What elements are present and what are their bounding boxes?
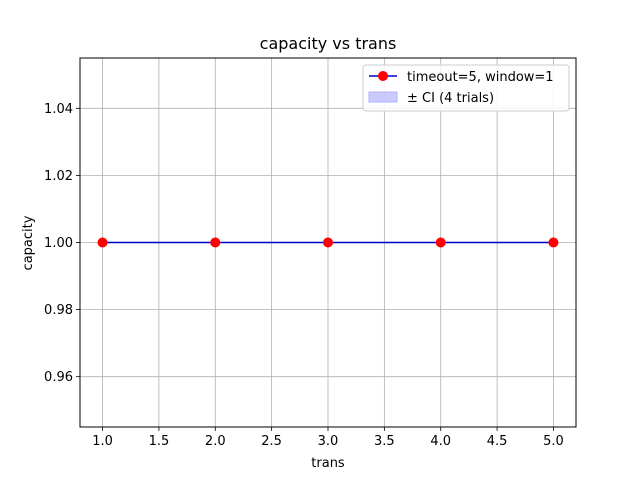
y-tick-label: 1.04 bbox=[44, 102, 73, 117]
y-tick-label: 0.98 bbox=[44, 303, 73, 318]
x-tick-label: 4.0 bbox=[430, 434, 451, 449]
chart-title: capacity vs trans bbox=[260, 34, 397, 53]
series-layer bbox=[97, 237, 559, 248]
x-tick-label: 2.0 bbox=[205, 434, 226, 449]
legend-series-label: timeout=5, window=1 bbox=[407, 70, 554, 85]
x-axis-title: trans bbox=[311, 456, 345, 471]
x-tick-label: 5.0 bbox=[543, 434, 564, 449]
x-tick-label: 4.5 bbox=[487, 434, 508, 449]
x-tick-label: 3.0 bbox=[318, 434, 339, 449]
x-tick-label: 1.0 bbox=[92, 434, 113, 449]
legend-box bbox=[362, 64, 570, 112]
y-tick-label: 0.96 bbox=[44, 370, 73, 385]
y-axis-ticks: 0.96 0.98 1.00 1.02 1.04 bbox=[44, 102, 80, 385]
x-axis-ticks: 1.0 1.5 2.0 2.5 3.0 3.5 4.0 4.5 5.0 bbox=[92, 427, 564, 449]
y-tick-label: 1.02 bbox=[44, 169, 73, 184]
x-tick-label: 1.5 bbox=[149, 434, 170, 449]
legend-band-label: ± CI (4 trials) bbox=[407, 91, 494, 106]
data-point-marker bbox=[97, 237, 108, 248]
legend-band-swatch bbox=[368, 91, 398, 103]
y-axis-title: capacity bbox=[21, 215, 36, 270]
legend-marker-swatch bbox=[378, 71, 388, 81]
data-point-marker bbox=[210, 237, 221, 248]
data-point-marker bbox=[323, 237, 333, 248]
data-point-marker bbox=[435, 237, 446, 248]
x-tick-label: 2.5 bbox=[261, 434, 282, 449]
y-tick-label: 1.00 bbox=[44, 236, 73, 251]
legend: timeout=5, window=1 ± CI (4 trials) bbox=[362, 64, 570, 112]
data-point-marker bbox=[548, 237, 559, 248]
x-tick-label: 3.5 bbox=[374, 434, 395, 449]
